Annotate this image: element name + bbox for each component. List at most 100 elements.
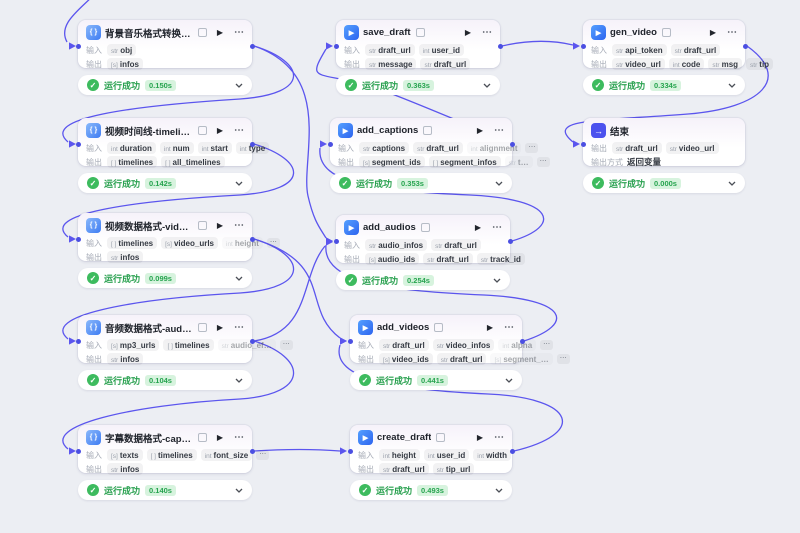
status-bar-caption_infos[interactable]: ✓ 运行成功 0.140s bbox=[78, 480, 252, 500]
run-node-button[interactable]: ▶ bbox=[476, 125, 483, 135]
status-bar-video_infos[interactable]: ✓ 运行成功 0.099s bbox=[78, 268, 252, 288]
run-node-button[interactable]: ▶ bbox=[216, 432, 223, 442]
node-card-create_draft[interactable]: ▶ create_draft ▶ ⋯ 输入 int height int user_id int w… bbox=[347, 425, 515, 475]
run-node-button[interactable]: ▶ bbox=[216, 220, 223, 230]
chevron-down-icon[interactable] bbox=[493, 278, 501, 283]
status-bar-add_captions[interactable]: ✓ 运行成功 0.353s bbox=[330, 173, 512, 193]
status-bar-audio_infos[interactable]: ✓ 运行成功 0.104s bbox=[78, 370, 252, 390]
overflow-ellipsis[interactable]: ⋯ bbox=[556, 353, 570, 365]
run-node-button[interactable]: ▶ bbox=[476, 432, 483, 442]
chevron-down-icon[interactable] bbox=[235, 181, 243, 186]
port-right[interactable] bbox=[507, 238, 513, 244]
node-card-end[interactable]: → 结束 输出 str draft_url str video_url 输出方式 返回变量 bbox=[580, 118, 745, 167]
status-bar-save_draft[interactable]: ✓ 运行成功 0.363s bbox=[336, 75, 500, 95]
node-menu-button[interactable]: ⋯ bbox=[234, 26, 244, 38]
run-node-button[interactable]: ▶ bbox=[474, 222, 481, 232]
node-card-audio_infos[interactable]: { }音频数据格式-audio_infos▶⋯输入[s]mp3_urls[ ]t… bbox=[75, 315, 293, 365]
run-node-button[interactable]: ▶ bbox=[216, 322, 223, 332]
port-right[interactable] bbox=[509, 448, 515, 454]
port-left[interactable] bbox=[75, 448, 81, 454]
port-left[interactable] bbox=[333, 238, 339, 244]
run-node-button[interactable]: ▶ bbox=[216, 27, 223, 37]
param-name: width bbox=[486, 450, 507, 460]
status-bar-add_audios[interactable]: ✓ 运行成功 0.254s bbox=[336, 270, 510, 290]
status-bar-gen_video[interactable]: ✓ 运行成功 0.334s bbox=[583, 75, 745, 95]
edge-arrowhead bbox=[69, 447, 76, 455]
chevron-down-icon[interactable] bbox=[235, 488, 243, 493]
node-card-save_draft[interactable]: ▶ save_draft ▶ ⋯ 输入 str draft_url int user_id 输出 s… bbox=[333, 20, 503, 70]
overflow-ellipsis[interactable]: ⋯ bbox=[266, 237, 280, 249]
chevron-down-icon[interactable] bbox=[495, 181, 503, 186]
node-header: { } 视频数据格式-video_infos ▶ ⋯ bbox=[86, 218, 244, 233]
node-card-gen_video[interactable]: ▶ gen_video ▶ ⋯ 输入 str api_token str draft_url 输出… bbox=[580, 20, 774, 70]
param-name: height bbox=[234, 238, 259, 248]
run-node-button[interactable]: ▶ bbox=[486, 322, 493, 332]
chevron-down-icon[interactable] bbox=[235, 83, 243, 88]
port-left[interactable] bbox=[327, 141, 333, 147]
param-name: segment_… bbox=[503, 354, 549, 364]
node-menu-button[interactable]: ⋯ bbox=[234, 321, 244, 333]
port-right[interactable] bbox=[249, 43, 255, 49]
overflow-ellipsis[interactable]: ⋯ bbox=[540, 339, 554, 351]
port-right[interactable] bbox=[249, 236, 255, 242]
port-left[interactable] bbox=[75, 236, 81, 242]
node-menu-button[interactable]: ⋯ bbox=[234, 431, 244, 443]
port-left[interactable] bbox=[75, 43, 81, 49]
chevron-down-icon[interactable] bbox=[235, 378, 243, 383]
node-menu-button[interactable]: ⋯ bbox=[492, 221, 502, 233]
port-left[interactable] bbox=[580, 141, 586, 147]
port-left[interactable] bbox=[333, 43, 339, 49]
port-left[interactable] bbox=[580, 43, 586, 49]
port-right[interactable] bbox=[509, 141, 515, 147]
node-card-timelines[interactable]: { } 视频时间线-timelines ▶ ⋯ 输入 int duration int num i… bbox=[75, 118, 270, 168]
chevron-down-icon[interactable] bbox=[483, 83, 491, 88]
overflow-ellipsis[interactable]: ⋯ bbox=[256, 449, 270, 461]
port-right[interactable] bbox=[742, 43, 748, 49]
param-type: int bbox=[204, 452, 212, 460]
run-node-button[interactable]: ▶ bbox=[464, 27, 471, 37]
node-menu-button[interactable]: ⋯ bbox=[234, 219, 244, 231]
param-type: str bbox=[111, 356, 119, 364]
node-menu-button[interactable]: ⋯ bbox=[482, 26, 492, 38]
overflow-ellipsis[interactable]: ⋯ bbox=[525, 142, 539, 154]
port-right[interactable] bbox=[519, 338, 525, 344]
status-bar-timelines[interactable]: ✓ 运行成功 0.142s bbox=[78, 173, 252, 193]
chevron-down-icon[interactable] bbox=[728, 83, 736, 88]
run-node-button[interactable]: ▶ bbox=[216, 125, 223, 135]
port-right[interactable] bbox=[249, 141, 255, 147]
node-menu-button[interactable]: ⋯ bbox=[234, 124, 244, 136]
node-header: { } 背景音乐格式转换-str_to_lis ▶ ⋯ bbox=[86, 25, 244, 40]
port-right[interactable] bbox=[249, 448, 255, 454]
port-left[interactable] bbox=[347, 338, 353, 344]
port-right[interactable] bbox=[497, 43, 503, 49]
node-menu-button[interactable]: ⋯ bbox=[494, 431, 504, 443]
chevron-down-icon[interactable] bbox=[495, 488, 503, 493]
status-bar-create_draft[interactable]: ✓ 运行成功 0.493s bbox=[350, 480, 512, 500]
overflow-ellipsis[interactable]: ⋯ bbox=[279, 339, 293, 351]
overflow-ellipsis[interactable]: ⋯ bbox=[536, 156, 550, 168]
edge-gen_video-to-end bbox=[564, 45, 769, 143]
node-card-add_audios[interactable]: ▶ add_audios ▶ ⋯ 输入 str audio_infos str draft_ur… bbox=[333, 215, 525, 265]
param-name: audio_ids bbox=[377, 254, 416, 264]
port-left[interactable] bbox=[75, 338, 81, 344]
chevron-down-icon[interactable] bbox=[235, 276, 243, 281]
status-bar-end[interactable]: ✓ 运行成功 0.000s bbox=[583, 173, 745, 193]
node-card-caption_infos[interactable]: { }字幕数据格式-caption_infos▶⋯输入[s]texts[ ]ti… bbox=[75, 425, 270, 475]
chevron-down-icon[interactable] bbox=[505, 378, 513, 383]
node-menu-button[interactable]: ⋯ bbox=[494, 124, 504, 136]
param-row: 输入 [s] mp3_urls[ ] timelines str audio_ef… ⋯ bbox=[86, 338, 293, 352]
chevron-down-icon[interactable] bbox=[728, 181, 736, 186]
node-card-add_videos[interactable]: ▶ add_videos ▶ ⋯ 输入 str draft_url str video_info… bbox=[347, 315, 570, 365]
node-card-video_infos[interactable]: { }视频数据格式-video_infos▶⋯输入[ ]timelines[s]… bbox=[75, 213, 280, 263]
node-menu-button[interactable]: ⋯ bbox=[504, 321, 514, 333]
run-node-button[interactable]: ▶ bbox=[709, 27, 716, 37]
status-bar-str_to_lis[interactable]: ✓ 运行成功 0.150s bbox=[78, 75, 252, 95]
node-menu-button[interactable]: ⋯ bbox=[727, 26, 737, 38]
node-card-add_captions[interactable]: ▶ add_captions ▶ ⋯ 输入 str captions str draft_url… bbox=[327, 118, 550, 168]
port-left[interactable] bbox=[75, 141, 81, 147]
port-right[interactable] bbox=[249, 338, 255, 344]
port-left[interactable] bbox=[347, 448, 353, 454]
status-bar-add_videos[interactable]: ✓ 运行成功 0.441s bbox=[350, 370, 522, 390]
